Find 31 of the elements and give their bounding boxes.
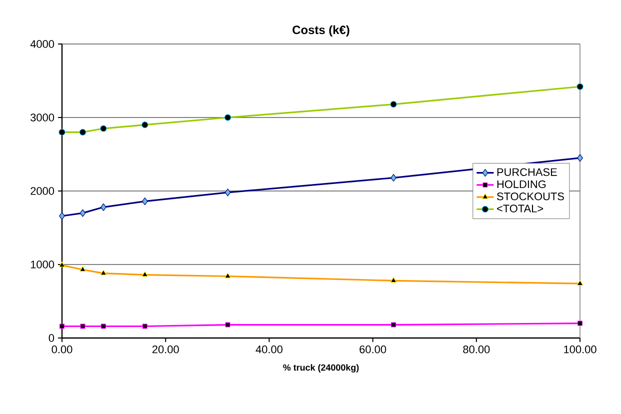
point (100, 324, 106, 329)
y-tick-label: 1000 (30, 260, 54, 268)
point (60, 324, 64, 329)
legend-label: PURCHASE (497, 168, 557, 176)
point (100, 203, 106, 211)
chart-title: Costs (k€) (292, 25, 350, 36)
point (142, 324, 148, 329)
point (391, 322, 396, 328)
x-axis-title: % truck (24000kg) (283, 364, 359, 372)
point (80, 209, 86, 217)
legend-label: STOCKOUTS (496, 192, 564, 200)
point (578, 320, 582, 326)
x-tick-label: 40.00 (256, 346, 282, 354)
x-tick-label: 20.00 (152, 346, 179, 354)
legend-label: <TOTAL> (497, 204, 544, 212)
point (224, 188, 231, 196)
point (59, 212, 65, 220)
point (80, 324, 86, 329)
point (225, 322, 230, 328)
point (142, 198, 148, 206)
legend-label: HOLDING (497, 180, 546, 188)
x-tick-label: 0.00 (52, 346, 72, 354)
point (390, 174, 396, 182)
point (577, 154, 583, 162)
y-tick-label: 3000 (30, 114, 54, 122)
y-tick-label: 0 (48, 334, 54, 342)
y-tick-label: 4000 (30, 40, 54, 48)
y-tick-label: 2000 (30, 187, 54, 195)
x-tick-label: 100.00 (564, 346, 596, 354)
x-tick-label: 60.00 (360, 346, 386, 354)
x-tick-label: 80.00 (463, 346, 490, 354)
